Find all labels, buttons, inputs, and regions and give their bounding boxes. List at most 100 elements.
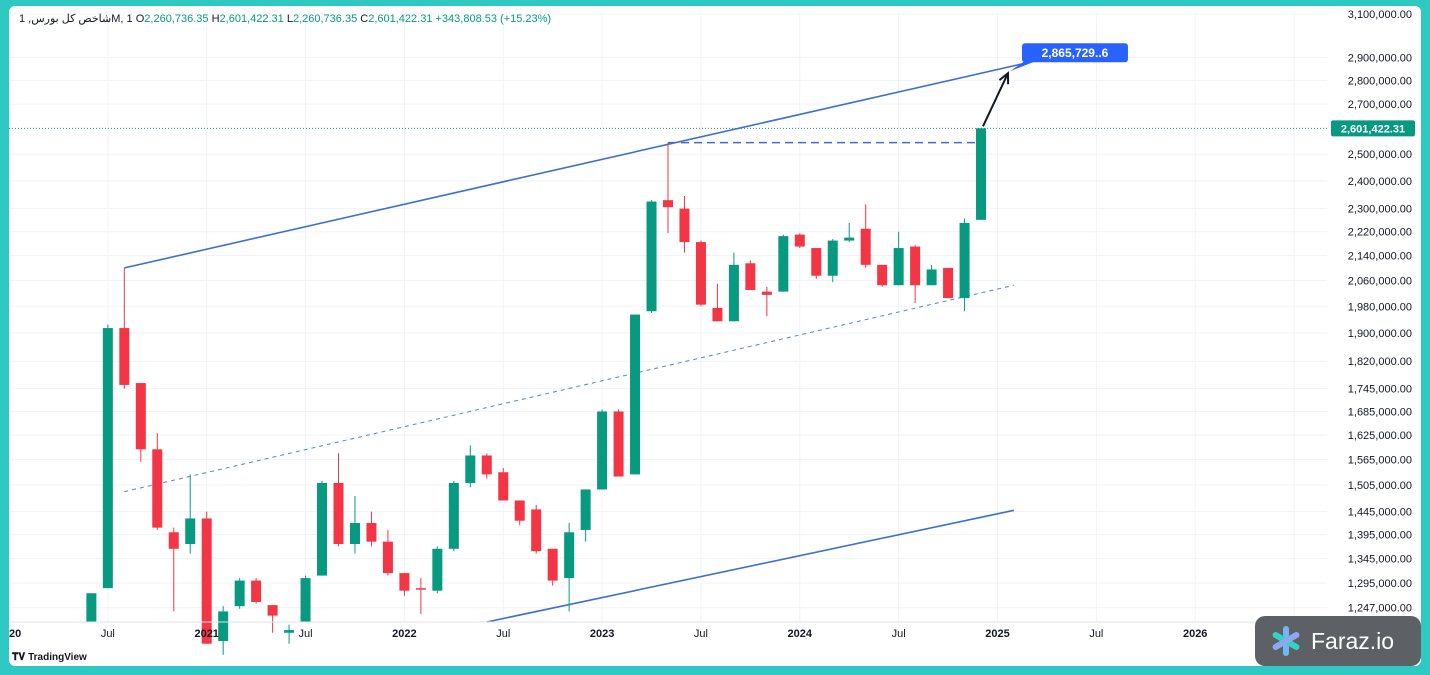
candle-up <box>349 523 360 545</box>
price-tick-label: 2,140,000.00 <box>1348 251 1412 263</box>
price-tick-label: 1,295,000.00 <box>1348 578 1412 590</box>
candle-down <box>251 580 262 603</box>
candle-down <box>910 246 921 286</box>
target-label-pointer <box>1009 60 1038 72</box>
candle-up <box>630 314 641 475</box>
candle-down <box>498 472 509 501</box>
price-tick-label: 1,980,000.00 <box>1348 301 1412 313</box>
price-tick-label: 2,400,000.00 <box>1348 176 1412 188</box>
price-tick-label: 1,820,000.00 <box>1348 356 1412 368</box>
candle-up <box>926 269 937 286</box>
candle-up <box>564 532 575 579</box>
price-tick-label: 1,505,000.00 <box>1348 480 1412 492</box>
high-label: H <box>211 13 220 25</box>
candle-up <box>844 237 855 241</box>
candle-down <box>712 307 723 322</box>
candle-down <box>761 291 772 295</box>
candle-down <box>267 605 278 616</box>
faraz-logo-icon <box>1272 626 1300 656</box>
candle-up <box>778 236 789 292</box>
candle-up <box>218 611 229 641</box>
candle-down <box>860 228 871 265</box>
candle-down <box>695 242 706 305</box>
ohlc-legend: شاخص کل بورس, 1M, 1 O2,260,736.35 H2,601… <box>19 12 551 25</box>
candle-up <box>234 580 245 607</box>
target-label-box <box>1021 43 1128 63</box>
price-tick-label: 1,900,000.00 <box>1348 328 1412 340</box>
candle-down <box>382 541 393 574</box>
candle-up <box>432 548 443 591</box>
close-label: C <box>360 13 369 25</box>
annotations[interactable]: 2,865,729..6 <box>982 43 1128 127</box>
candle-down <box>613 411 624 477</box>
price-tick-label: 1,745,000.00 <box>1348 384 1412 396</box>
time-tick-label: Jul <box>101 628 115 640</box>
candle-down <box>531 509 542 552</box>
change-value: +343,808.53 (+15.23%) <box>435 13 552 25</box>
candle-up <box>102 328 113 589</box>
candle-up <box>580 489 591 530</box>
candle-down <box>168 532 179 549</box>
trend-lines[interactable] <box>9 61 1327 623</box>
target-arrow-head <box>998 71 1010 85</box>
channel-upper-line <box>124 61 1031 269</box>
candle-up <box>284 630 295 633</box>
open-value: 2,260,736.35 <box>144 13 209 25</box>
candle-down <box>943 267 954 299</box>
time-axis[interactable]: 2020 Jul 2021 Jul 2022 Jul 2023 Jul 2024 Jul 2025 J… <box>9 621 1421 640</box>
candle-down <box>877 264 888 286</box>
price-tick-label: 1,345,000.00 <box>1348 553 1412 565</box>
time-tick-label: Jul <box>299 628 313 640</box>
candle-up <box>317 482 328 576</box>
candle-up <box>597 411 608 490</box>
tradingview-logo[interactable]: 𝐓𝐕 TradingView <box>12 652 87 663</box>
candle-up <box>646 201 657 312</box>
time-tick-label: Jul <box>1089 628 1103 640</box>
candle-up <box>465 455 476 483</box>
candle-down <box>333 482 344 545</box>
price-tick-label: 2,700,000.00 <box>1348 99 1412 111</box>
price-tick-label: 1,445,000.00 <box>1348 507 1412 519</box>
close-value: 2,601,422.31 <box>368 13 433 25</box>
candle-down <box>135 383 146 450</box>
time-tick-label: 2024 <box>788 628 813 640</box>
candle-down <box>745 263 756 291</box>
candle-up <box>448 482 459 549</box>
price-axis-background <box>1327 6 1421 622</box>
time-tick-label: 2021 <box>194 628 218 640</box>
low-label: L <box>286 13 293 25</box>
price-axis[interactable]: 3,100,000.00 2,900,000.00 2,800,000.00 2,70… <box>1327 6 1421 622</box>
price-tick-label: 2,220,000.00 <box>1348 227 1412 239</box>
candle-down <box>415 588 426 590</box>
candle-down <box>481 455 492 475</box>
grid <box>9 13 1327 622</box>
target-label: 2,865,729..6 <box>1042 46 1109 60</box>
time-tick-label: Jul <box>496 628 510 640</box>
candle-up <box>893 248 904 286</box>
candle-down <box>811 248 822 276</box>
time-tick-label: 2022 <box>392 628 416 640</box>
watermark-label: Faraz.io <box>1311 627 1395 654</box>
candle-down <box>514 500 525 521</box>
candle-up <box>976 128 987 220</box>
candles <box>86 128 987 655</box>
candle-up <box>86 593 97 622</box>
candle-up <box>185 518 196 545</box>
last-price-badge <box>1331 120 1415 137</box>
time-tick-label: 2026 <box>1183 628 1207 640</box>
time-tick-label: Jul <box>892 628 906 640</box>
channel-mid-line <box>124 284 1015 493</box>
price-chart[interactable]: 2,865,729..6 3,100,000.00 2,900,000.00 2,8… <box>9 6 1421 666</box>
price-tick-label: 2,060,000.00 <box>1348 275 1412 287</box>
candle-down <box>152 449 163 528</box>
time-tick-label: 2025 <box>985 628 1009 640</box>
time-tick-label: 2023 <box>590 628 614 640</box>
price-tick-label: 2,500,000.00 <box>1348 149 1412 161</box>
candle-up <box>959 222 970 299</box>
faraz-watermark: Faraz.io <box>1255 616 1421 666</box>
open-label: O <box>135 13 145 25</box>
chart-frame: 2,865,729..6 3,100,000.00 2,900,000.00 2,8… <box>9 6 1421 666</box>
candle-down <box>366 523 377 542</box>
price-tick-label: 2,800,000.00 <box>1348 75 1412 87</box>
price-tick-label: 1,395,000.00 <box>1348 530 1412 542</box>
